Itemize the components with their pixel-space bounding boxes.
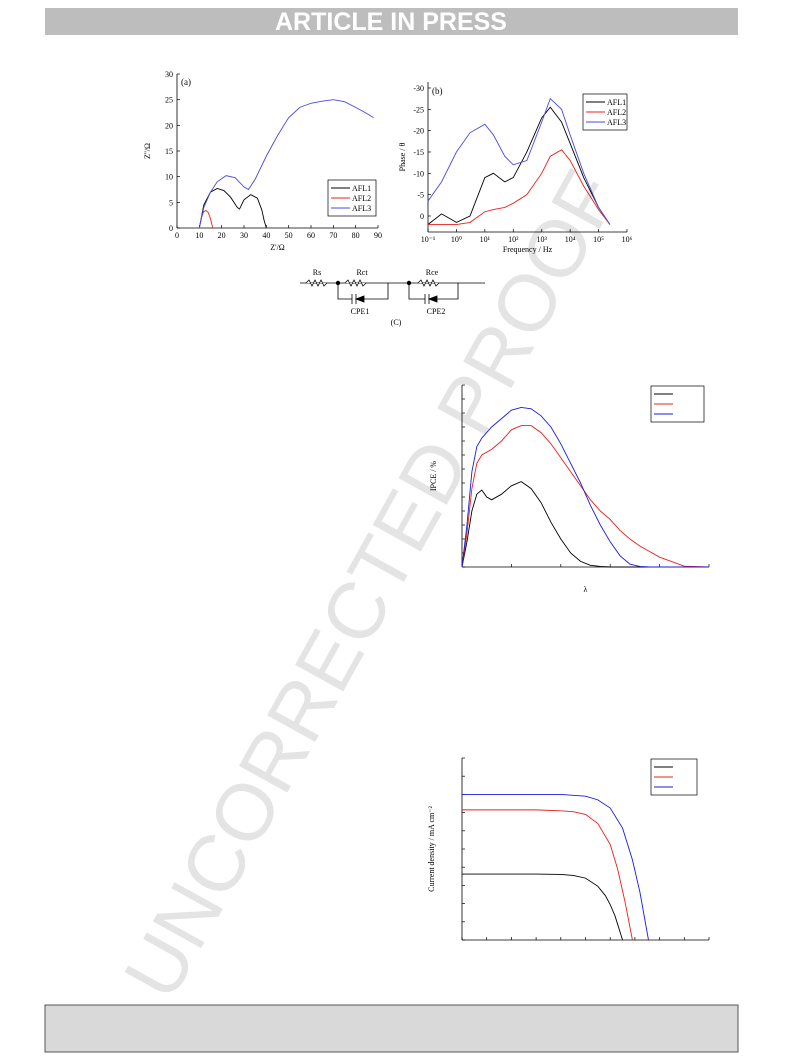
x-tick-label: 80	[352, 231, 360, 240]
series-line	[462, 809, 633, 941]
circuit-label: Rct	[356, 268, 368, 277]
x-axis-label: λ	[584, 585, 588, 594]
x-tick-label: 40	[262, 231, 270, 240]
arrow	[354, 295, 365, 303]
x-tick-label: 10⁶	[622, 235, 633, 244]
series-line	[462, 873, 623, 941]
series-line	[461, 425, 710, 568]
x-tick-label: 10³	[537, 235, 548, 244]
y-tick-label: -20	[413, 127, 424, 136]
x-tick-label: 0	[175, 231, 179, 240]
wire	[337, 283, 352, 300]
x-tick-label: 10²	[508, 235, 519, 244]
y-tick-label: -25	[413, 105, 424, 114]
series-line	[198, 187, 267, 229]
resistor	[305, 279, 328, 287]
y-tick-label: 10	[165, 173, 173, 182]
circuit-caption: (C)	[391, 318, 402, 327]
x-tick-label: 90	[374, 231, 382, 240]
series-line	[462, 793, 649, 941]
series-line	[427, 97, 611, 225]
circuit-label: CPE2	[427, 307, 446, 316]
y-tick-label: 0	[169, 224, 173, 233]
series-line	[428, 149, 611, 225]
circuit-labels: Rs Rct Rce CPE1 CPE2 (C)	[313, 268, 446, 327]
y-tick-label: -10	[413, 169, 424, 178]
series-line	[461, 481, 709, 568]
x-tick-label: 70	[329, 231, 337, 240]
wire	[429, 283, 459, 300]
resistor	[344, 279, 367, 287]
watermark: UNCORRECTED PROOF	[107, 157, 635, 1013]
charts: 0 10 20 30 40 50 60 70 80 90 0 5 10 15 20 25 30 (a) Z'/Ω Z'…	[143, 70, 710, 941]
y-tick-label: -30	[413, 84, 424, 93]
series-line	[198, 99, 374, 229]
y-tick-label: 0	[420, 212, 424, 221]
legend-label: AFL3	[352, 204, 371, 213]
y-axis-label: IPCE / %	[429, 461, 438, 492]
x-tick-label: 50	[285, 231, 293, 240]
y-axis-label: Phase / θ	[398, 142, 407, 171]
x-tick-label: 10⁰	[451, 235, 462, 244]
header-title: ARTICLE IN PRESS	[275, 8, 507, 36]
x-tick-label: 10	[195, 231, 203, 240]
series-line	[427, 106, 611, 225]
legend-label: AFL2	[352, 194, 371, 203]
circuit-label: CPE1	[351, 307, 370, 316]
legend-label: AFL3	[607, 118, 626, 127]
x-tick-label: 10⁵	[593, 235, 604, 244]
y-tick-label: 25	[165, 96, 173, 105]
y-tick-label: 15	[165, 147, 173, 156]
circuit-label: Rce	[426, 268, 439, 277]
wire	[408, 283, 425, 300]
header-bar	[45, 8, 738, 35]
series-line	[461, 406, 709, 568]
y-tick-label: 20	[165, 121, 173, 130]
panel-label: (b)	[432, 86, 443, 96]
arrow	[427, 295, 438, 303]
circuit-label: Rs	[313, 268, 321, 277]
x-tick-label: 20	[218, 231, 226, 240]
panel-label: (a)	[181, 77, 191, 87]
legend-label: AFL1	[352, 184, 371, 193]
footer-bar	[44, 1004, 739, 1053]
x-tick-label: 30	[240, 231, 248, 240]
y-tick-label: -5	[417, 191, 424, 200]
x-tick-label: 10⁻¹	[421, 235, 436, 244]
legend-label: AFL1	[607, 98, 626, 107]
y-axis-label: Z''/Ω	[143, 143, 152, 159]
resistor	[417, 279, 440, 287]
y-tick-label: 5	[169, 198, 173, 207]
x-tick-label: 10⁴	[565, 235, 576, 244]
legend-label: AFL2	[607, 108, 626, 117]
y-tick-label: -15	[413, 148, 424, 157]
x-tick-label: 10¹	[480, 235, 491, 244]
x-tick-label: 60	[307, 231, 315, 240]
x-axis-label: Z'/Ω	[270, 243, 285, 252]
circuit	[300, 279, 485, 304]
wire	[356, 283, 389, 300]
x-axis-label: Frequency / Hz	[503, 245, 553, 254]
y-tick-label: 30	[165, 70, 173, 79]
y-axis-label: Current density / mA cm⁻²	[427, 806, 436, 892]
